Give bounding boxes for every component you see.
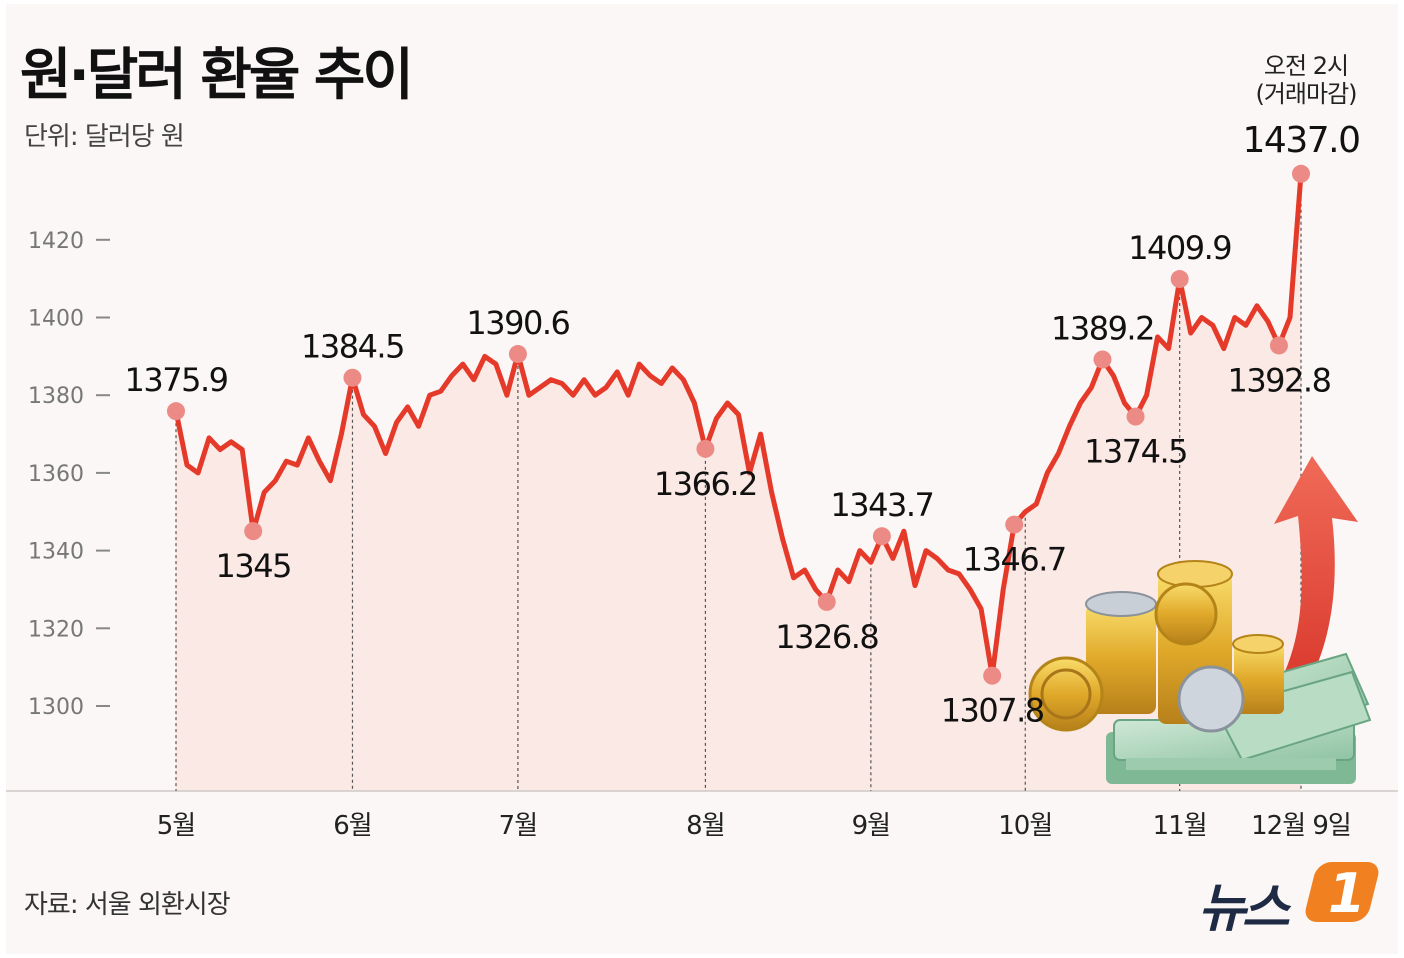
- point-label: 1392.8: [1227, 361, 1330, 399]
- point-marker: [1093, 350, 1112, 369]
- x-tick-label: 10월: [998, 811, 1052, 841]
- point-marker: [1126, 407, 1145, 426]
- x-tick-label: 5월: [157, 811, 195, 841]
- y-tick-label-1320: 1320: [28, 617, 84, 642]
- point-label: 1409.9: [1128, 229, 1231, 267]
- note-time: 오전 2시: [1264, 52, 1348, 80]
- point-label: 1384.5: [301, 328, 404, 366]
- point-label: 1366.2: [654, 465, 757, 503]
- point-marker: [696, 439, 715, 458]
- point-marker: [244, 522, 263, 541]
- y-tick-label-1300: 1300: [28, 695, 84, 720]
- point-markers: [167, 164, 1310, 685]
- point-marker: [872, 527, 891, 546]
- point-marker: [508, 345, 527, 364]
- point-marker: [1292, 164, 1310, 183]
- x-axis-labels: 5월 6월 7월 8월 9월 10월 11월 12월 9일: [157, 811, 1352, 841]
- news1-logo: 뉴스 1: [1198, 860, 1388, 939]
- area-fill: [176, 173, 1301, 792]
- page-title: 원·달러 환율 추이: [20, 43, 414, 108]
- coins-and-money-illustration: [1028, 456, 1372, 784]
- series-line-layer: [173, 171, 1304, 679]
- point-label: 1375.9: [125, 361, 228, 399]
- y-axis: 1300 1320 1340 1360 1380 1400 1420: [28, 229, 110, 720]
- point-label: 1389.2: [1051, 309, 1154, 347]
- point-marker: [983, 666, 1002, 685]
- point-marker: [1170, 270, 1189, 289]
- point-labels: 1375.9 1345 1384.5 1390.6 1366.2 1326.8 1343.7…: [125, 120, 1361, 730]
- y-tick-label-1400: 1400: [28, 307, 84, 332]
- point-label: 1437.0: [1243, 120, 1360, 161]
- point-label: 1307.8: [941, 692, 1044, 730]
- logo-text: 뉴스: [1198, 879, 1290, 939]
- series-line: [173, 171, 1304, 679]
- point-label: 1345: [215, 547, 290, 585]
- source-label: 자료: 서울 외환시장: [24, 890, 231, 920]
- point-label: 1326.8: [775, 618, 878, 656]
- note-market-close: (거래마감): [1255, 80, 1356, 108]
- x-tick-label: 8월: [686, 811, 724, 841]
- unit-label: 단위: 달러당 원: [24, 122, 185, 152]
- y-tick-label-1380: 1380: [28, 384, 84, 409]
- point-marker: [817, 592, 836, 611]
- up-arrow-icon: [1274, 456, 1358, 704]
- area-fill-layer: [176, 173, 1301, 792]
- x-tick-label: 7월: [499, 811, 537, 841]
- coin-stack-icon: [1028, 560, 1284, 733]
- point-label: 1346.7: [963, 541, 1066, 579]
- logo-badge-number: 1: [1328, 862, 1366, 925]
- last-point-note: 오전 2시 (거래마감): [1255, 52, 1357, 108]
- point-label: 1390.6: [466, 304, 569, 342]
- chart-frame: 1300 1320 1340 1360 1380 1400 1420: [6, 4, 1398, 954]
- y-tick-label-1420: 1420: [28, 229, 84, 254]
- exchange-rate-chart: 1300 1320 1340 1360 1380 1400 1420: [6, 52, 1398, 841]
- x-tick-label: 11월: [1153, 811, 1207, 841]
- y-tick-label-1360: 1360: [28, 462, 84, 487]
- x-tick-label: 9월: [852, 811, 890, 841]
- point-marker: [1269, 336, 1288, 355]
- point-marker: [343, 368, 362, 387]
- x-tick-label: 6월: [333, 811, 371, 841]
- point-marker: [1005, 515, 1024, 534]
- point-label: 1343.7: [830, 486, 933, 524]
- x-tick-label: 12월 9일: [1251, 811, 1351, 841]
- point-label: 1374.5: [1084, 433, 1187, 471]
- y-tick-label-1340: 1340: [28, 540, 84, 565]
- point-marker: [167, 402, 185, 421]
- banknote-stack-icon: [1106, 652, 1372, 784]
